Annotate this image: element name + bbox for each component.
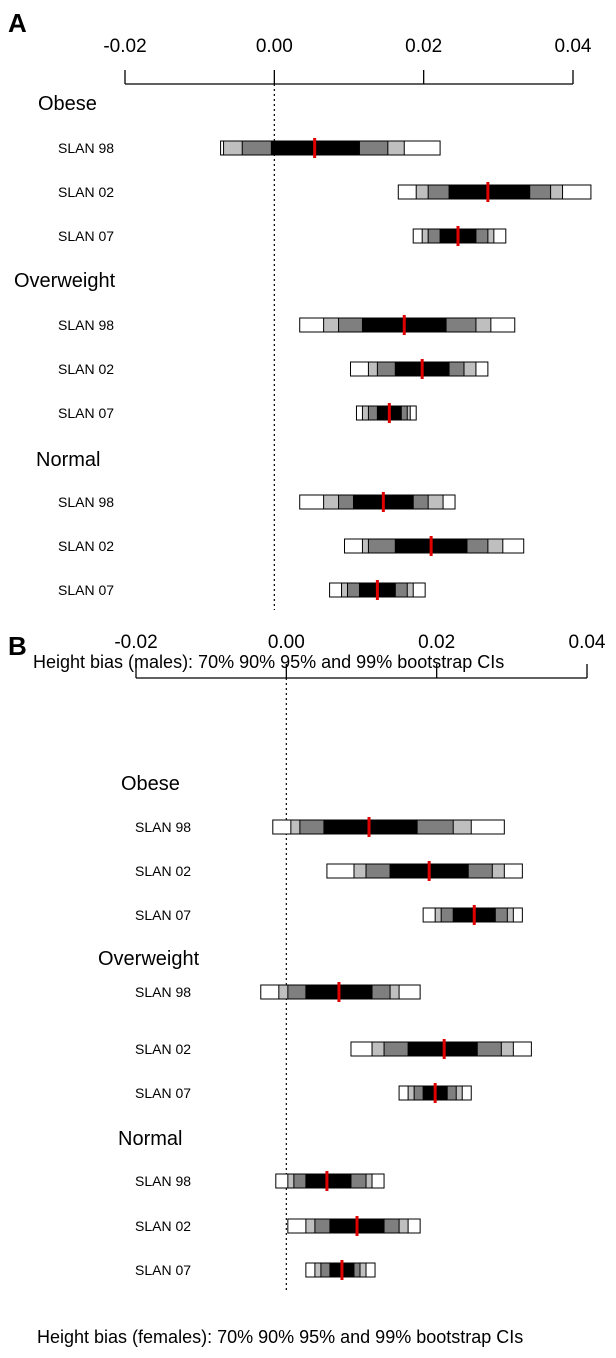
x-tick-label: 0.04 — [555, 36, 592, 57]
row-label: SLAN 98 — [58, 494, 114, 510]
row-label: SLAN 98 — [58, 317, 114, 333]
x-tick-label: 0.00 — [256, 36, 293, 57]
x-tick-label: 0.02 — [418, 632, 455, 653]
x-tick-label: 0.02 — [405, 36, 442, 57]
x-tick-label: 0.04 — [569, 632, 606, 653]
row-label: SLAN 02 — [135, 1041, 191, 1057]
row-label: SLAN 02 — [58, 184, 114, 200]
row-label: SLAN 98 — [135, 1173, 191, 1189]
ci70-bar — [323, 819, 418, 835]
x-axis-label: Height bias (males): 70% 90% 95% and 99%… — [33, 652, 504, 672]
x-tick-label: -0.02 — [103, 36, 146, 57]
x-tick-label: 0.00 — [268, 632, 305, 653]
panel-b: B -0.02 0.00 0.02 0.04 Obese SLAN 98 SLAN 02 SLA… — [8, 631, 606, 1347]
group-label: Overweight — [14, 270, 116, 292]
panel-letter: A — [8, 8, 27, 38]
group-label: Normal — [118, 1128, 182, 1150]
row-label: SLAN 02 — [135, 863, 191, 879]
group-label: Overweight — [98, 948, 200, 970]
x-tick-label: -0.02 — [114, 632, 157, 653]
row-label: SLAN 02 — [135, 1218, 191, 1234]
row-label: SLAN 98 — [135, 819, 191, 835]
group-label: Normal — [36, 449, 100, 471]
row-label: SLAN 02 — [58, 361, 114, 377]
panel-a: A -0.02 0.00 0.02 0.04 Obese SLAN 98 SLAN 02 SLA… — [8, 8, 592, 672]
row-label: SLAN 02 — [58, 538, 114, 554]
ci70-bar — [407, 1041, 478, 1057]
ci70-bar — [305, 1173, 352, 1189]
group-label: Obese — [121, 773, 180, 795]
row-label: SLAN 07 — [58, 228, 114, 244]
row-label: SLAN 07 — [135, 1085, 191, 1101]
row-label: SLAN 07 — [135, 1262, 191, 1278]
row-label: SLAN 07 — [58, 405, 114, 421]
group-label: Obese — [38, 93, 97, 115]
row-label: SLAN 07 — [135, 907, 191, 923]
row-label: SLAN 98 — [58, 140, 114, 156]
row-label: SLAN 98 — [135, 984, 191, 1000]
panel-letter: B — [8, 631, 27, 661]
row-label: SLAN 07 — [58, 582, 114, 598]
x-axis-label: Height bias (females): 70% 90% 95% and 9… — [37, 1327, 523, 1347]
